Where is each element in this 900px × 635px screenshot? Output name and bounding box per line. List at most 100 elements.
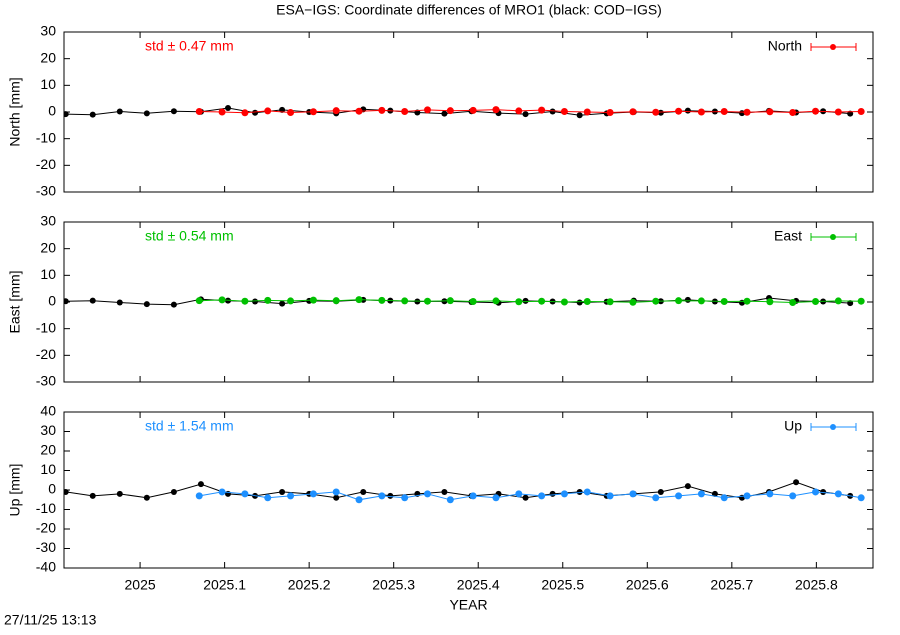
- std-annotation: std ± 0.47 mm: [145, 38, 234, 54]
- data-point: [355, 107, 363, 115]
- y-tick-label: -20: [36, 346, 56, 362]
- timestamp: 27/11/25 13:13: [4, 612, 97, 628]
- data-point: [684, 483, 691, 490]
- data-point: [515, 490, 523, 498]
- plot-area: [64, 295, 865, 308]
- data-point: [657, 488, 664, 495]
- data-point: [116, 490, 123, 497]
- data-point: [64, 488, 69, 495]
- data-point: [360, 488, 367, 495]
- data-point: [576, 112, 583, 119]
- y-tick-label: 20: [40, 442, 56, 458]
- data-point: [446, 297, 454, 305]
- x-tick-label: 2025.8: [795, 577, 838, 593]
- y-axis-label: East [mm]: [7, 270, 23, 333]
- data-point: [170, 488, 177, 495]
- data-point: [711, 490, 718, 497]
- data-point: [522, 494, 529, 501]
- data-point: [195, 492, 203, 500]
- data-point: [355, 296, 363, 304]
- y-tick-label: -40: [36, 559, 56, 575]
- data-point: [195, 297, 203, 305]
- y-tick-label: 20: [40, 49, 56, 65]
- x-tick-label: 2025.1: [203, 577, 246, 593]
- data-point: [279, 488, 286, 495]
- data-point: [515, 107, 523, 115]
- data-point: [789, 299, 797, 307]
- data-point: [309, 296, 317, 304]
- data-point: [538, 492, 546, 500]
- data-point: [441, 110, 448, 117]
- data-point: [834, 297, 842, 305]
- data-point: [241, 109, 249, 117]
- data-point: [538, 297, 546, 305]
- y-tick-label: -10: [36, 500, 56, 516]
- data-point: [401, 297, 409, 305]
- y-tick-label: -10: [36, 319, 56, 335]
- data-point: [766, 108, 774, 116]
- data-point: [89, 111, 96, 118]
- y-axis-label: Up [mm]: [7, 464, 23, 517]
- data-point: [89, 297, 96, 304]
- data-point: [743, 492, 751, 500]
- data-point: [309, 108, 317, 116]
- data-point: [287, 297, 295, 305]
- data-point: [515, 298, 523, 306]
- data-point: [309, 490, 317, 498]
- data-point: [652, 494, 660, 502]
- data-point: [378, 492, 386, 500]
- data-point: [492, 106, 500, 114]
- y-tick-label: -30: [36, 373, 56, 389]
- data-point: [793, 479, 800, 486]
- y-tick-label: 10: [40, 76, 56, 92]
- x-tick-label: 2025.3: [372, 577, 415, 593]
- data-point: [857, 494, 865, 502]
- data-point: [469, 492, 477, 500]
- data-point: [560, 298, 568, 306]
- y-axis-label: North [mm]: [7, 77, 23, 146]
- data-point: [560, 490, 568, 498]
- x-tick-label: 2025.5: [541, 577, 584, 593]
- data-point: [684, 107, 691, 114]
- data-point: [720, 494, 728, 502]
- data-point: [446, 107, 454, 115]
- data-point: [684, 296, 691, 303]
- y-tick-label: 40: [40, 403, 56, 419]
- legend-label: East: [774, 228, 802, 244]
- data-point: [424, 106, 432, 114]
- data-point: [657, 109, 664, 116]
- legend-marker: [830, 424, 836, 430]
- plot-frame: [63, 411, 874, 569]
- data-point: [89, 492, 96, 499]
- data-point: [549, 490, 556, 497]
- data-point: [469, 106, 477, 114]
- data-point: [697, 297, 705, 305]
- data-point: [143, 110, 150, 117]
- data-point: [606, 492, 614, 500]
- data-point: [522, 111, 529, 118]
- data-point: [629, 298, 637, 306]
- data-point: [241, 490, 249, 498]
- y-tick-label: 10: [40, 461, 56, 477]
- data-point: [720, 297, 728, 305]
- data-point: [355, 496, 363, 504]
- y-tick-label: -10: [36, 129, 56, 145]
- std-annotation: std ± 0.54 mm: [145, 228, 234, 244]
- y-tick-label: -30: [36, 183, 56, 199]
- data-point: [116, 299, 123, 306]
- y-tick-label: 0: [48, 103, 56, 119]
- data-point: [218, 488, 226, 496]
- y-tick-label: -30: [36, 539, 56, 555]
- data-point: [492, 494, 500, 502]
- data-point: [224, 105, 231, 111]
- y-tick-label: 0: [48, 481, 56, 497]
- data-point: [720, 107, 728, 115]
- data-point: [812, 107, 820, 115]
- x-tick-label: 2025.6: [626, 577, 669, 593]
- y-tick-label: 10: [40, 266, 56, 282]
- plot-frame: [63, 221, 874, 383]
- data-point: [378, 296, 386, 304]
- series-line: [65, 481, 851, 499]
- data-point: [697, 490, 705, 498]
